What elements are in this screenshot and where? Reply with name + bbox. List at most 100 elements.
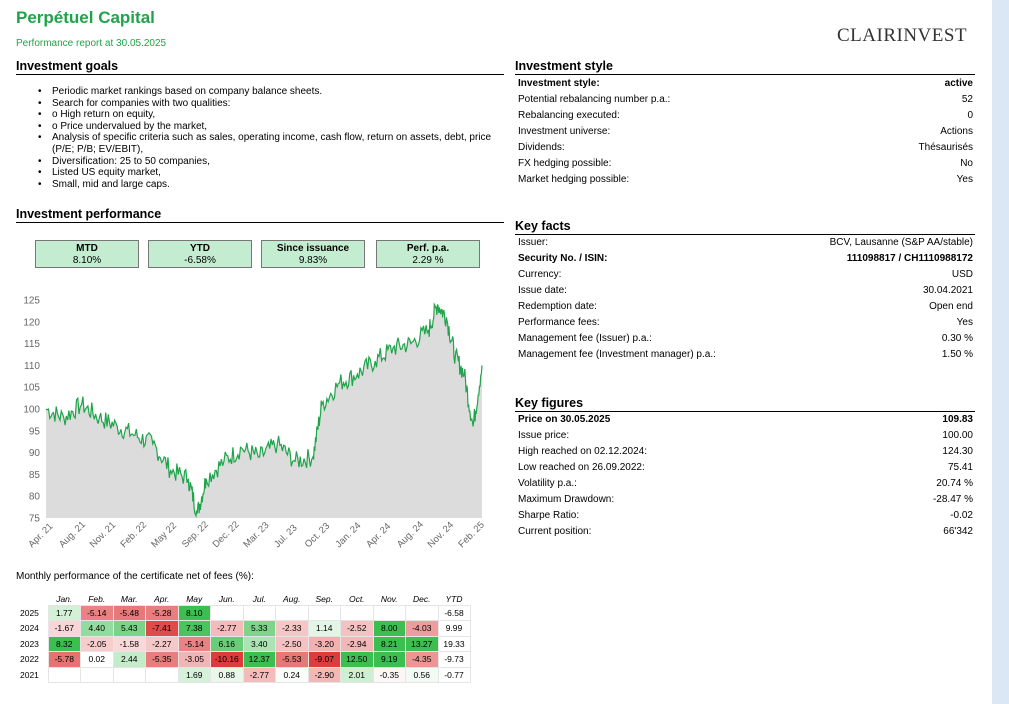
month-cell: -4.03 bbox=[405, 620, 439, 637]
kv-key: Sharpe Ratio: bbox=[518, 510, 580, 521]
year-cell: 2024 bbox=[20, 623, 39, 634]
kv-row: FX hedging possible: No bbox=[518, 156, 973, 172]
y-tick-label: 115 bbox=[24, 339, 40, 350]
x-tick-label: Apr. 21 bbox=[26, 521, 55, 550]
kv-value: 75.41 bbox=[947, 462, 973, 473]
goals-heading: Investment goals bbox=[16, 59, 504, 75]
kv-value: 124.30 bbox=[942, 446, 973, 457]
ytd-cell: -9.73 bbox=[437, 651, 471, 668]
perf-box-value: 9.83% bbox=[298, 255, 328, 266]
month-cell: 8.10 bbox=[177, 604, 211, 621]
y-tick-label: 125 bbox=[23, 296, 40, 307]
y-tick-label: 105 bbox=[23, 383, 40, 394]
kv-row: Issue date: 30.04.2021 bbox=[518, 283, 973, 299]
kv-row: Current position: 66'342 bbox=[518, 524, 973, 540]
kv-key: Issue date: bbox=[518, 285, 567, 296]
table-header-row: Jan. Feb. Mar. Apr. May Jun. Jul. Aug. Sep. Oct. N… bbox=[16, 593, 470, 605]
kv-row: Volatility p.a.: 20.74 % bbox=[518, 476, 973, 492]
kv-key: Issue price: bbox=[518, 430, 570, 441]
kv-row: Issue price: 100.00 bbox=[518, 428, 973, 444]
goal-item: Diversification: 25 to 50 companies, bbox=[38, 156, 492, 168]
figures-table: Price on 30.05.2025 109.83 Issue price: 100… bbox=[518, 412, 973, 540]
kv-row: Maximum Drawdown: -28.47 % bbox=[518, 492, 973, 508]
ytd-cell: -6.58 bbox=[437, 604, 471, 621]
month-cell: -4.35 bbox=[405, 651, 439, 668]
month-cell: 8.21 bbox=[372, 635, 406, 652]
kv-row: Currency: USD bbox=[518, 267, 973, 283]
performance-boxes: MTD 8.10% YTD -6.58% Since issuance 9.83… bbox=[35, 240, 505, 268]
kv-value: 100.00 bbox=[942, 430, 973, 441]
kv-key: Current position: bbox=[518, 526, 592, 537]
kv-key: Management fee (Investment manager) p.a.… bbox=[518, 349, 716, 360]
month-cell: 13.27 bbox=[405, 635, 439, 652]
x-tick-label: May 22 bbox=[149, 520, 179, 550]
x-tick-label: Apr. 24 bbox=[364, 521, 393, 550]
y-tick-label: 95 bbox=[29, 426, 41, 437]
column-header: Nov. bbox=[380, 593, 398, 604]
month-cell bbox=[80, 666, 114, 683]
table-row: 2021 1.69 0.88 -2.77 0.24 -2.90 2.01 -0.35 0.56-… bbox=[16, 666, 471, 683]
kv-row: Security No. / ISIN: 111098817 / CH111098… bbox=[518, 251, 973, 267]
table-row: 2024 -1.67 4.40 5.43 -7.41 7.38 -2.77 5.33 -2.33… bbox=[16, 620, 471, 637]
kv-value: -28.47 % bbox=[932, 494, 973, 505]
x-tick-label: Feb. 25 bbox=[456, 520, 487, 551]
month-cell: -5.53 bbox=[275, 651, 309, 668]
kv-row: Sharpe Ratio: -0.02 bbox=[518, 508, 973, 524]
column-header: YTD bbox=[445, 593, 463, 604]
kv-key: Investment style: bbox=[518, 78, 600, 89]
kv-value: 66'342 bbox=[943, 526, 973, 537]
month-cell: -5.78 bbox=[47, 651, 81, 668]
kv-value: 20.74 % bbox=[936, 478, 973, 489]
kv-key: Volatility p.a.: bbox=[518, 478, 577, 489]
kv-row: Investment style: active bbox=[518, 76, 973, 92]
kv-key: FX hedging possible: bbox=[518, 158, 612, 169]
ytd-cell: 9.99 bbox=[437, 620, 471, 637]
y-tick-label: 120 bbox=[23, 317, 40, 328]
style-heading: Investment style bbox=[515, 59, 975, 75]
perf-box-label: MTD bbox=[76, 243, 98, 254]
kv-row: Potential rebalancing number p.a.: 52 bbox=[518, 92, 973, 108]
column-header: Jun. bbox=[218, 593, 235, 604]
kv-value: Thésaurisés bbox=[918, 142, 973, 153]
month-cell: -2.33 bbox=[275, 620, 309, 637]
month-cell bbox=[242, 604, 276, 621]
perf-box-perf-pa: Perf. p.a. 2.29 % bbox=[376, 240, 480, 268]
perf-box-label: Since issuance bbox=[276, 243, 350, 254]
kv-key: Investment universe: bbox=[518, 126, 611, 137]
month-cell: 9.19 bbox=[372, 651, 406, 668]
perf-box-value: -6.58% bbox=[184, 255, 216, 266]
month-cell: 5.33 bbox=[242, 620, 276, 637]
month-cell: 8.00 bbox=[372, 620, 406, 637]
kv-value: Open end bbox=[929, 301, 973, 312]
x-tick-label: Jan. 24 bbox=[333, 520, 363, 550]
kv-key: Security No. / ISIN: bbox=[518, 253, 608, 264]
kv-key: Price on 30.05.2025 bbox=[518, 414, 611, 425]
goal-item: Search for companies with two qualities: bbox=[38, 98, 492, 110]
kv-key: Maximum Drawdown: bbox=[518, 494, 615, 505]
month-cell bbox=[372, 604, 406, 621]
kv-row: Price on 30.05.2025 109.83 bbox=[518, 412, 973, 428]
kv-row: Investment universe: Actions bbox=[518, 124, 973, 140]
perf-box-since-issuance: Since issuance 9.83% bbox=[261, 240, 365, 268]
report-title: Perpétuel Capital bbox=[16, 8, 155, 27]
facts-heading: Key facts bbox=[515, 219, 975, 235]
kv-key: Rebalancing executed: bbox=[518, 110, 620, 121]
y-tick-label: 90 bbox=[29, 448, 41, 459]
column-header: Mar. bbox=[120, 593, 138, 604]
month-cell: 6.16 bbox=[210, 635, 244, 652]
kv-row: Issuer: BCV, Lausanne (S&P AA/stable) bbox=[518, 235, 973, 251]
header-blank bbox=[16, 593, 48, 605]
month-cell: -5.35 bbox=[145, 651, 179, 668]
table-row: 2025 1.77 -5.14 -5.48 -5.28 8.10 -6.58 bbox=[16, 604, 471, 621]
kv-key: Currency: bbox=[518, 269, 562, 280]
month-cell bbox=[210, 604, 244, 621]
kv-key: Performance fees: bbox=[518, 317, 600, 328]
ytd-cell: -0.77 bbox=[437, 666, 471, 683]
table-row: 2023 8.32 -2.05 -1.58 -2.27 -5.14 6.16 3.40 -2.5… bbox=[16, 635, 471, 652]
table-row: 2022 -5.78 0.02 2.44 -5.35 -3.05 -10.16 12.37 -5… bbox=[16, 651, 471, 668]
style-table: Investment style: active Potential rebalan… bbox=[518, 76, 973, 188]
goal-item: Periodic market rankings based on compan… bbox=[38, 86, 492, 98]
goals-list: Periodic market rankings based on compan… bbox=[38, 86, 492, 190]
kv-value: USD bbox=[951, 269, 973, 280]
month-cell: 2.44 bbox=[112, 651, 146, 668]
